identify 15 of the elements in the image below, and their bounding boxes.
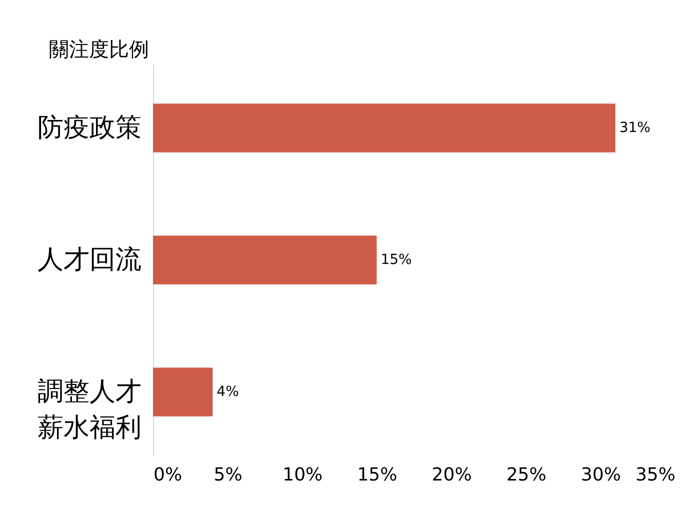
data-label: 31%: [619, 120, 650, 136]
x-tick-label: 25%: [506, 464, 546, 486]
x-tick-label: 30%: [580, 464, 621, 486]
x-tick-label: 10%: [282, 464, 323, 486]
x-tick-label: 5%: [214, 464, 242, 486]
data-label: 15%: [380, 252, 412, 268]
x-tick-label: 35%: [635, 464, 676, 486]
x-tick-label: 0%: [154, 464, 182, 486]
data-label: 4%: [216, 384, 239, 400]
x-tick-label: 15%: [357, 464, 398, 486]
y-tick-label: 防疫政策: [38, 113, 142, 144]
y-tick-label: 人才回流: [38, 245, 142, 275]
chart-title: 關注度比例: [49, 37, 149, 61]
x-tick-label: 20%: [432, 464, 472, 486]
y-tick-label: 調整人才薪水福利: [38, 376, 142, 443]
